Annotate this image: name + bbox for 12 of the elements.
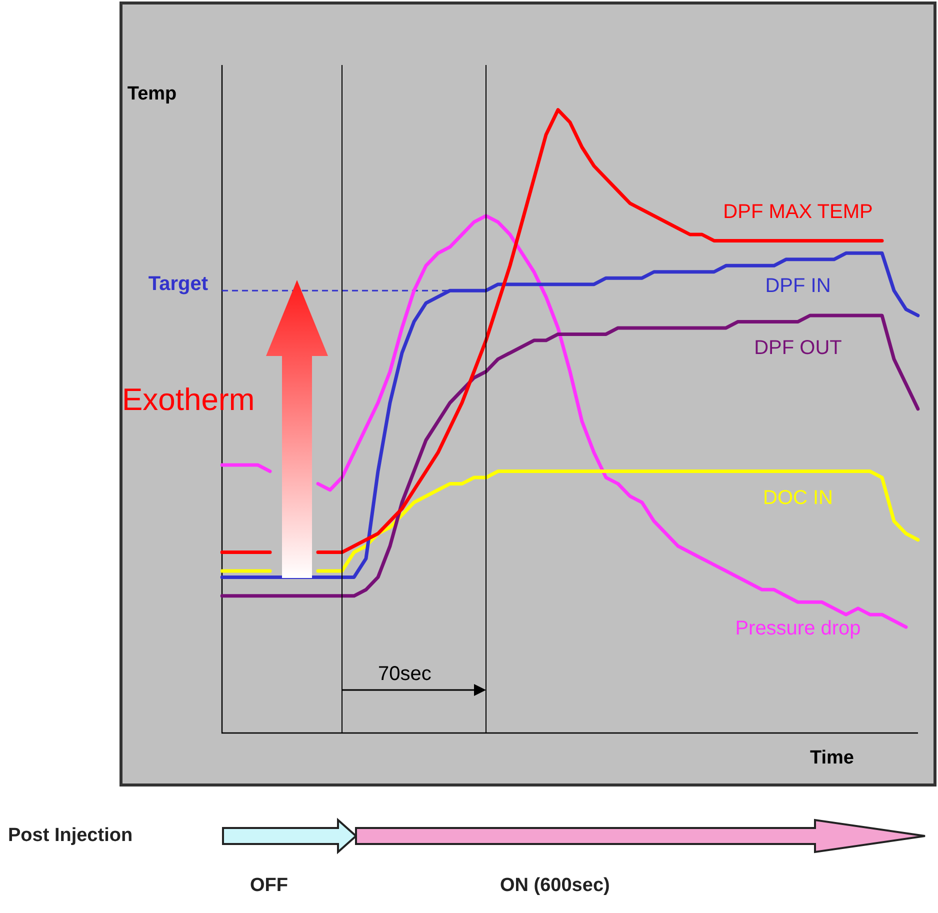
series-label: DPF OUT: [754, 337, 842, 360]
text: ON (600sec): [500, 875, 610, 896]
text: OFF: [250, 875, 288, 896]
y-axis-title: Temp: [127, 84, 177, 105]
annotation: 70sec: [378, 663, 432, 685]
series-label: DPF IN: [765, 274, 831, 297]
series-label: DPF MAX TEMP: [723, 201, 873, 224]
text: Post Injection: [8, 825, 133, 846]
ref-line-label: Target: [148, 273, 208, 296]
series-label: Pressure drop: [735, 618, 861, 640]
series-label: DOC IN: [763, 486, 833, 509]
x-axis-title: Time: [810, 748, 854, 769]
